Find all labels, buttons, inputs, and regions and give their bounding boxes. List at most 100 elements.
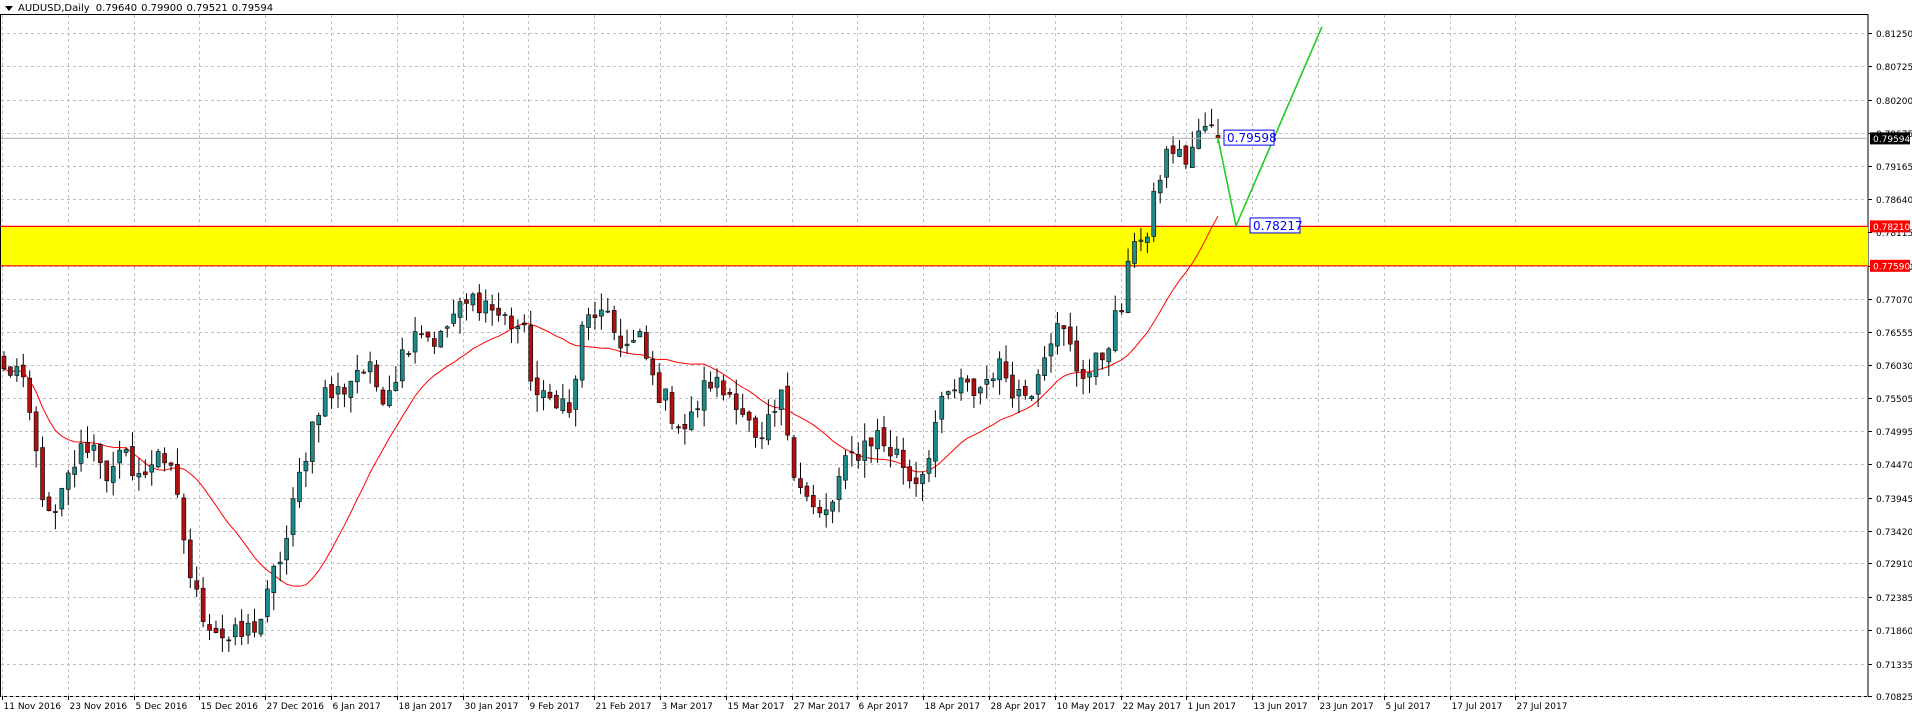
candle	[310, 421, 315, 474]
candle	[46, 492, 52, 512]
candle-body	[213, 627, 219, 633]
candle	[98, 442, 103, 479]
candle	[1061, 325, 1067, 346]
candle-body	[939, 396, 945, 420]
candle	[1010, 361, 1015, 408]
candle	[502, 312, 508, 326]
candle	[232, 617, 238, 646]
candle-body	[14, 366, 20, 376]
candle	[875, 418, 880, 463]
x-tick-label: 22 May 2017	[1123, 702, 1182, 712]
candle	[573, 375, 578, 427]
candle-body	[791, 437, 797, 478]
candle-body	[650, 359, 656, 376]
x-tick-label: 23 Jun 2017	[1320, 702, 1374, 712]
candle-body	[1183, 145, 1189, 165]
y-tick-label: 0.70825	[1876, 693, 1912, 703]
candle-body	[984, 379, 990, 385]
candle	[284, 525, 289, 575]
candle	[1048, 333, 1054, 373]
candle	[945, 390, 951, 400]
candle	[727, 388, 733, 398]
high-value: 0.79900	[141, 2, 183, 14]
candle-body	[843, 455, 848, 481]
candle	[1093, 352, 1099, 386]
candle-body	[200, 587, 206, 622]
candle-body	[168, 462, 174, 466]
candle-body	[1151, 190, 1157, 237]
annotation-text: 0.79598	[1227, 131, 1277, 145]
candle	[688, 396, 694, 431]
candle-body	[1042, 357, 1047, 376]
candle	[1016, 379, 1022, 414]
candle-body	[1087, 372, 1092, 378]
annotation-label[interactable]: 0.79598	[1223, 129, 1277, 146]
candle	[444, 325, 450, 338]
candle	[753, 415, 758, 448]
candle-body	[560, 398, 566, 411]
candle-body	[682, 424, 688, 430]
candle	[393, 366, 399, 392]
candle-body	[733, 393, 739, 410]
candle	[650, 351, 656, 386]
candle-body	[547, 391, 553, 399]
candle	[1209, 108, 1214, 128]
candle-body	[78, 443, 84, 464]
candle	[290, 487, 296, 547]
candle	[611, 305, 617, 341]
candle-body	[509, 315, 514, 330]
candle	[277, 551, 283, 582]
candle-body	[265, 588, 270, 617]
x-tick-label: 9 Feb 2017	[530, 702, 580, 712]
candle	[958, 368, 964, 401]
candle	[258, 618, 264, 637]
candle	[123, 447, 129, 457]
candle-body	[965, 378, 970, 383]
annotation-label[interactable]: 0.78217	[1249, 217, 1303, 234]
candle	[27, 370, 32, 421]
candle-body	[65, 472, 71, 490]
candle	[1183, 144, 1189, 170]
candle	[881, 415, 887, 453]
y-tick-label: 0.73945	[1876, 495, 1912, 505]
candle	[1177, 139, 1182, 158]
candle-body	[528, 325, 534, 382]
candle-body	[913, 477, 919, 485]
candle	[624, 329, 630, 354]
candle	[766, 399, 771, 445]
candle-body	[271, 565, 277, 594]
candle-body	[162, 453, 167, 464]
candle	[348, 380, 354, 413]
candle	[534, 360, 540, 412]
candle	[1112, 295, 1118, 353]
zone-fill	[1, 226, 1868, 266]
candle-body	[98, 444, 103, 464]
y-tick-label: 0.75505	[1876, 395, 1912, 405]
candle	[746, 410, 752, 432]
y-tick-label: 0.74470	[1876, 461, 1912, 471]
candle-body	[1196, 130, 1202, 149]
candle-body	[875, 430, 880, 450]
candle-body	[72, 466, 77, 475]
x-tick-label: 10 May 2017	[1057, 702, 1116, 712]
projection-path[interactable]	[1217, 26, 1323, 229]
candle-body	[926, 458, 932, 474]
candle-body	[1112, 310, 1118, 351]
candle-body	[978, 387, 983, 394]
candle-body	[586, 314, 591, 328]
candle	[406, 351, 411, 358]
candle	[811, 484, 816, 515]
candle	[85, 426, 90, 459]
candle-body	[85, 442, 90, 453]
x-tick-label: 18 Jan 2017	[399, 702, 453, 712]
chevron-down-icon[interactable]	[5, 5, 13, 11]
candle-body	[907, 466, 912, 482]
zone-lower-text: 0.77590	[1873, 262, 1910, 272]
candle	[110, 451, 116, 496]
candle	[14, 358, 20, 382]
candle-body	[1202, 125, 1208, 131]
candle	[1029, 395, 1035, 402]
zone-upper-tag	[1870, 220, 1910, 233]
y-tick-label: 0.79675	[1876, 130, 1912, 140]
